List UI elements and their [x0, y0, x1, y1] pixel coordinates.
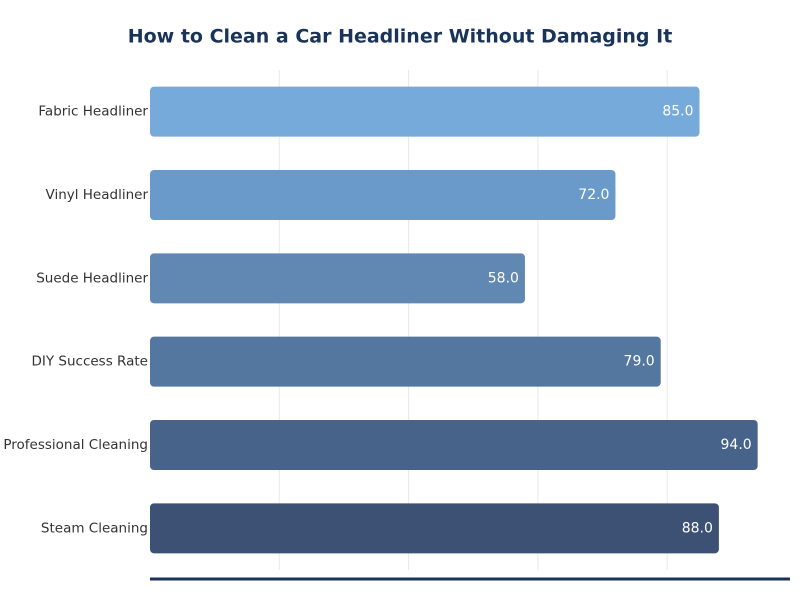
y-tick-label: Steam Cleaning: [41, 520, 148, 536]
chart-title: How to Clean a Car Headliner Without Dam…: [128, 26, 673, 48]
value-label: 85.0: [662, 104, 693, 120]
bar: [150, 86, 700, 137]
bar: [150, 336, 661, 387]
value-label: 94.0: [721, 437, 752, 453]
value-label: 79.0: [624, 354, 655, 370]
value-label: 58.0: [488, 270, 519, 286]
bar: [150, 420, 758, 470]
y-tick-label: DIY Success Rate: [31, 354, 148, 370]
y-tick-label: Professional Cleaning: [3, 437, 148, 453]
y-tick-label: Fabric Headliner: [38, 104, 148, 120]
bar: [150, 170, 616, 220]
bar: [150, 503, 719, 554]
y-tick-label: Vinyl Headliner: [46, 187, 149, 203]
value-label: 72.0: [578, 187, 609, 203]
bar: [150, 253, 525, 304]
value-label: 88.0: [682, 520, 713, 536]
y-tick-label: Suede Headliner: [36, 270, 148, 286]
